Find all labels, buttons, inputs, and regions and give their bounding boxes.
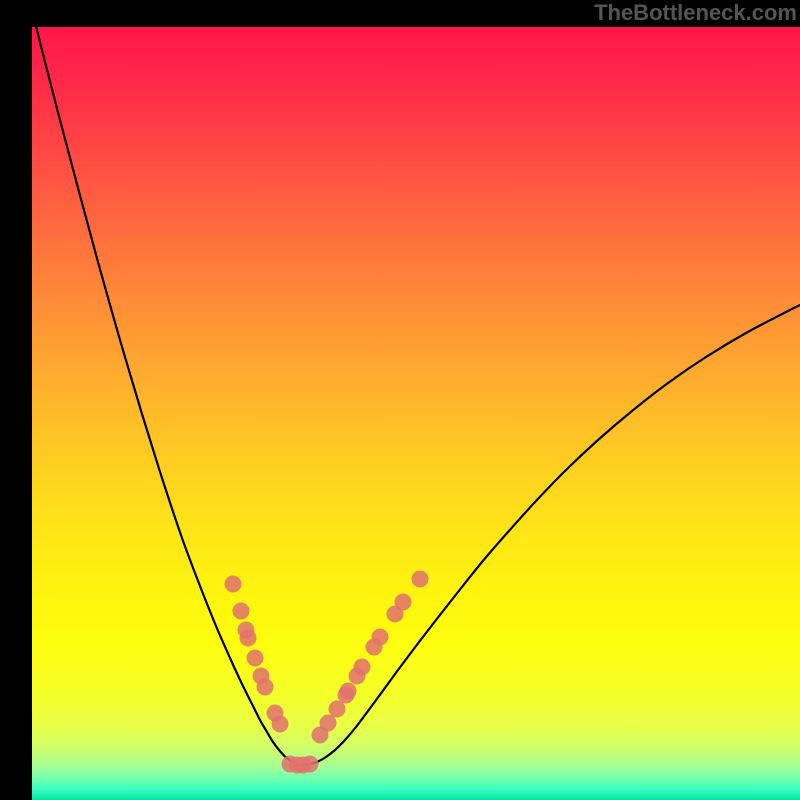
watermark-text: TheBottleneck.com [594,0,797,26]
plot-area [32,27,800,800]
chart-container: TheBottleneck.com [0,0,800,800]
gradient-background [32,27,800,800]
